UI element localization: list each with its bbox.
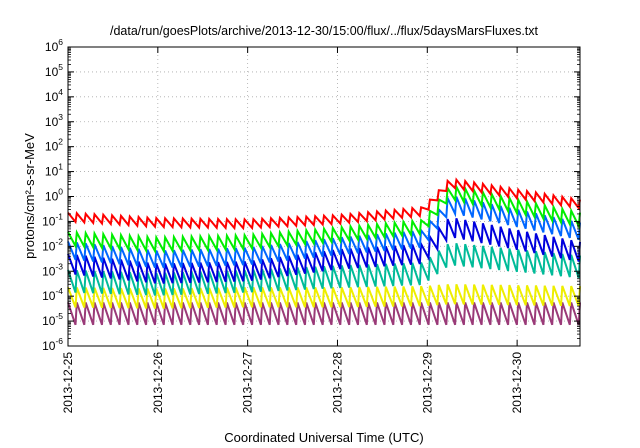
x-tick-label: 2013-12-26 [151,352,165,414]
y-tick-label: 10-6 [42,336,63,353]
y-tick-exponent: 5 [58,62,63,72]
y-tick-label: 10-1 [42,211,63,228]
y-tick-exponent: -4 [55,286,63,296]
y-tick-label: 104 [45,87,63,104]
y-tick-base: 10 [45,140,59,154]
y-tick-base: 10 [45,165,59,179]
y-tick-base: 10 [42,339,56,353]
y-tick-label: 105 [45,62,63,79]
y-tick-base: 10 [42,314,56,328]
y-tick-base: 10 [42,264,56,278]
y-tick-label: 103 [45,112,63,129]
y-tick-label: 106 [45,37,63,54]
y-tick-exponent: -5 [55,311,63,321]
x-tick-label: 2013-12-28 [330,352,344,414]
y-tick-label: 10-3 [42,261,63,278]
y-tick-exponent: -2 [55,236,63,246]
y-tick-labels: 10610510410310210110010-110-210-310-410-… [42,37,63,353]
y-tick-exponent: 4 [58,87,63,97]
y-tick-base: 10 [45,190,59,204]
y-tick-exponent: 0 [58,187,63,197]
chart-title: /data/run/goesPlots/archive/2013-12-30/1… [110,24,539,38]
y-tick-exponent: 3 [58,112,63,122]
x-axis-label: Coordinated Universal Time (UTC) [224,430,423,445]
y-tick-label: 102 [45,137,63,154]
y-tick-base: 10 [42,239,56,253]
y-tick-label: 100 [45,187,63,204]
y-tick-exponent: 2 [58,137,63,147]
y-tick-base: 10 [45,65,59,79]
axis-ticks [67,46,580,347]
y-tick-exponent: 6 [58,37,63,47]
y-tick-base: 10 [42,214,56,228]
x-tick-label: 2013-12-25 [61,352,75,414]
x-tick-label: 2013-12-27 [241,352,255,414]
y-tick-exponent: -1 [55,211,63,221]
y-tick-label: 10-4 [42,286,63,303]
x-tick-label: 2013-12-29 [420,352,434,414]
y-tick-base: 10 [45,90,59,104]
series-layer [67,177,581,326]
y-axis-label: protons/cm²-s-sr-MeV [22,133,37,259]
series-line-6 [67,283,581,309]
y-tick-label: 10-2 [42,236,63,253]
y-tick-base: 10 [45,115,59,129]
y-tick-base: 10 [42,289,56,303]
y-tick-exponent: 1 [58,162,63,172]
y-tick-label: 101 [45,162,63,179]
x-tick-label: 2013-12-30 [510,352,524,414]
x-tick-labels: 2013-12-25 2013-12-26 2013-12-27 2013-12-28… [61,352,524,414]
y-tick-label: 10-5 [42,311,63,328]
series-line-2 [67,183,581,255]
y-tick-base: 10 [45,40,59,54]
y-tick-exponent: -3 [55,261,63,271]
series-line-1 [67,177,581,231]
y-tick-exponent: -6 [55,336,63,346]
